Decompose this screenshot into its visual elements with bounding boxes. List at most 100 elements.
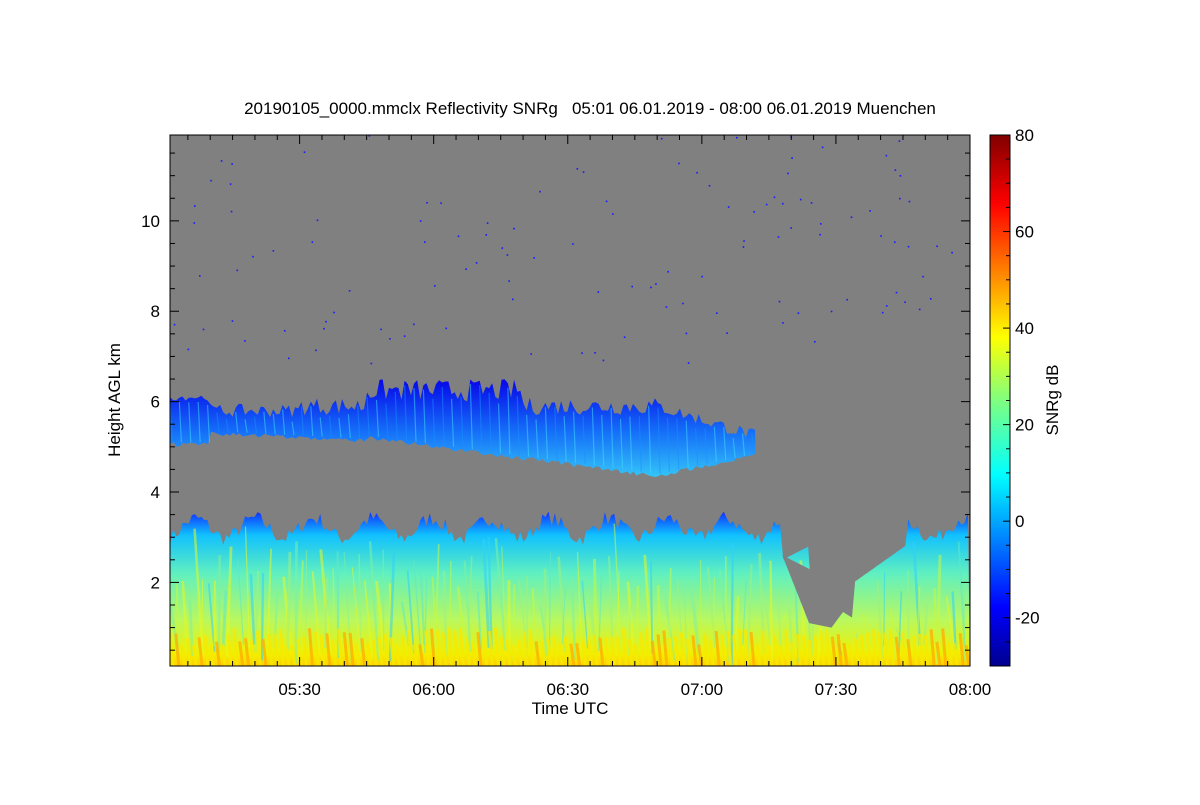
noise-speckle	[778, 236, 780, 238]
noise-speckle	[230, 183, 232, 185]
noise-speckle	[819, 234, 821, 236]
y-tick-label: 4	[151, 483, 160, 502]
noise-speckle	[284, 330, 286, 332]
noise-speckle	[666, 306, 668, 308]
noise-speckle	[594, 352, 596, 354]
noise-speckle	[880, 235, 882, 237]
colorbar-label: SNRg dB	[1043, 365, 1062, 436]
lower-streak	[219, 555, 220, 652]
noise-speckle	[631, 286, 633, 288]
noise-speckle	[779, 301, 781, 303]
noise-speckle	[420, 220, 422, 222]
noise-speckle	[612, 213, 614, 215]
noise-speckle	[203, 329, 205, 331]
noise-speckle	[317, 219, 319, 221]
noise-speckle	[188, 349, 190, 351]
x-axis-label: Time UTC	[532, 699, 609, 718]
x-tick-label: 08:00	[949, 680, 992, 699]
noise-speckle	[465, 268, 467, 270]
noise-speckle	[886, 305, 888, 307]
noise-speckle	[476, 262, 478, 264]
colorbar-tick-label: 80	[1015, 126, 1034, 145]
lower-streak	[732, 544, 733, 666]
noise-speckle	[896, 292, 898, 294]
noise-speckle	[909, 201, 911, 203]
noise-speckle	[726, 332, 728, 334]
noise-speckle	[624, 336, 626, 338]
y-tick-label: 6	[151, 393, 160, 412]
x-tick-label: 07:00	[681, 680, 724, 699]
noise-speckle	[312, 241, 314, 243]
noise-speckle	[512, 299, 514, 301]
noise-speckle	[774, 197, 776, 199]
noise-speckle	[951, 252, 953, 254]
noise-speckle	[231, 211, 233, 213]
noise-speckle	[513, 228, 515, 230]
noise-speckle	[716, 312, 718, 314]
noise-speckle	[221, 160, 223, 162]
noise-speckle	[380, 329, 382, 331]
noise-speckle	[743, 240, 745, 242]
noise-speckle	[323, 328, 325, 330]
noise-speckle	[728, 206, 730, 208]
y-axis-label: Height AGL km	[105, 343, 124, 457]
noise-speckle	[199, 275, 201, 277]
noise-speckle	[288, 358, 290, 360]
noise-speckle	[603, 360, 605, 362]
lower-streak	[964, 589, 965, 661]
noise-speckle	[782, 203, 784, 205]
noise-speckle	[413, 324, 415, 326]
noise-speckle	[371, 363, 373, 365]
noise-speckle	[682, 303, 684, 305]
noise-speckle	[424, 241, 426, 243]
noise-speckle	[304, 151, 306, 153]
x-tick-label: 05:30	[278, 680, 321, 699]
noise-speckle	[572, 243, 574, 245]
noise-speckle	[753, 211, 755, 213]
colorbar-tick-label: 40	[1015, 319, 1034, 338]
noise-speckle	[787, 173, 789, 175]
noise-speckle	[846, 299, 848, 301]
noise-speckle	[667, 271, 669, 273]
noise-speckle	[533, 257, 535, 259]
noise-speckle	[736, 137, 738, 139]
noise-speckle	[900, 175, 902, 177]
noise-speckle	[440, 202, 442, 204]
noise-speckle	[811, 202, 813, 204]
noise-speckle	[581, 352, 583, 354]
noise-speckle	[598, 291, 600, 293]
noise-speckle	[822, 147, 824, 149]
colorbar-tick-label: -20	[1015, 609, 1040, 628]
noise-speckle	[507, 254, 509, 256]
noise-speckle	[194, 205, 196, 207]
plot-area	[170, 135, 970, 666]
noise-speckle	[661, 138, 663, 140]
noise-speckle	[899, 198, 901, 200]
noise-speckle	[502, 247, 504, 249]
noise-speckle	[333, 312, 335, 314]
noise-speckle	[445, 328, 447, 330]
x-tick-label: 06:00	[412, 680, 455, 699]
noise-speckle	[174, 324, 176, 326]
noise-speckle	[434, 285, 436, 287]
noise-speckle	[936, 245, 938, 247]
lower-streak	[296, 541, 297, 664]
noise-speckle	[583, 171, 585, 173]
noise-speckle	[686, 333, 688, 335]
noise-speckle	[325, 321, 327, 323]
noise-speckle	[791, 157, 793, 159]
lower-streak	[288, 552, 290, 650]
noise-speckle	[930, 298, 932, 300]
noise-speckle	[210, 180, 212, 182]
noise-speckle	[895, 169, 897, 171]
noise-speckle	[244, 340, 246, 342]
x-tick-label: 06:30	[546, 680, 589, 699]
noise-speckle	[904, 301, 906, 303]
noise-speckle	[655, 283, 657, 285]
noise-speckle	[577, 168, 579, 170]
noise-speckle	[530, 353, 532, 355]
noise-speckle	[709, 185, 711, 187]
noise-speckle	[701, 276, 703, 278]
